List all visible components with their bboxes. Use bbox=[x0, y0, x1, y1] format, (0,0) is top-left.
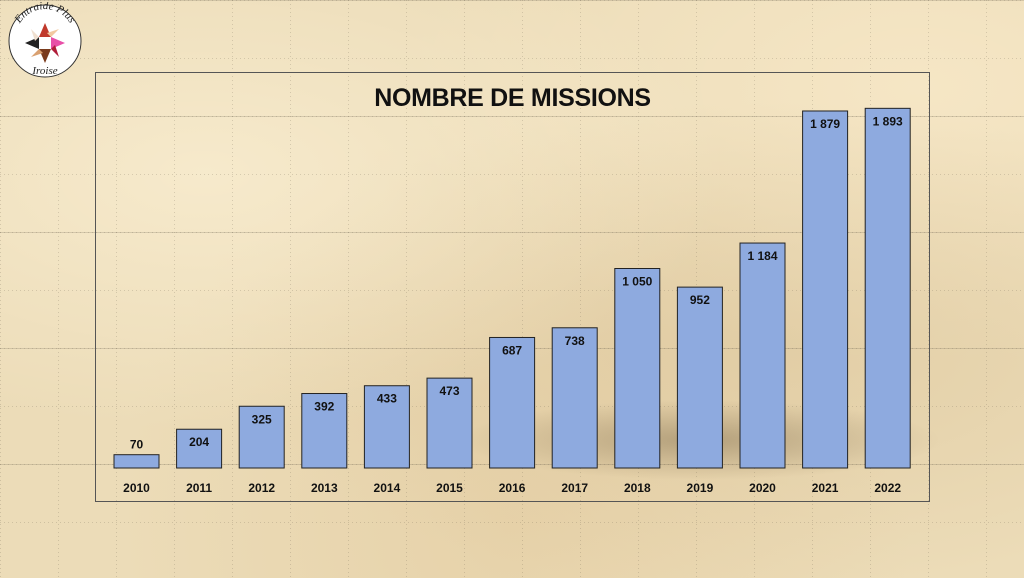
x-tick-2019: 2019 bbox=[687, 481, 714, 495]
value-label-2022: 1 893 bbox=[873, 114, 903, 128]
x-tick-2014: 2014 bbox=[374, 481, 401, 495]
x-tick-2021: 2021 bbox=[812, 481, 839, 495]
value-label-2012: 325 bbox=[252, 412, 272, 426]
x-tick-2013: 2013 bbox=[311, 481, 338, 495]
bar-2011 bbox=[176, 428, 223, 469]
value-label-2016: 687 bbox=[502, 343, 522, 357]
bar-2020 bbox=[739, 242, 786, 469]
x-tick-2017: 2017 bbox=[561, 481, 588, 495]
value-label-2019: 952 bbox=[690, 293, 710, 307]
value-label-2013: 392 bbox=[314, 400, 334, 414]
value-label-2011: 204 bbox=[189, 435, 209, 449]
x-tick-2010: 2010 bbox=[123, 481, 150, 495]
bar-2016 bbox=[489, 336, 536, 469]
bar-2012 bbox=[238, 405, 285, 469]
logo-text-bottom: Iroise bbox=[31, 65, 57, 77]
bar-2017 bbox=[551, 327, 598, 469]
bar-2019 bbox=[676, 286, 723, 469]
value-label-2015: 473 bbox=[439, 384, 459, 398]
bar-2014 bbox=[363, 385, 410, 469]
bar-2021 bbox=[802, 110, 849, 469]
value-label-2017: 738 bbox=[565, 334, 585, 348]
entraide-plus-logo: Entraide Plus Iroise bbox=[8, 2, 82, 78]
x-tick-2015: 2015 bbox=[436, 481, 463, 495]
value-label-2021: 1 879 bbox=[810, 117, 840, 131]
bar-2013 bbox=[301, 393, 348, 469]
chart-title: NOMBRE DE MISSIONS bbox=[374, 84, 651, 112]
value-label-2014: 433 bbox=[377, 392, 397, 406]
chart-frame bbox=[95, 72, 930, 502]
x-tick-2012: 2012 bbox=[248, 481, 275, 495]
x-tick-2011: 2011 bbox=[186, 481, 212, 495]
x-tick-2016: 2016 bbox=[499, 481, 526, 495]
x-tick-2018: 2018 bbox=[624, 481, 651, 495]
bar-2022 bbox=[864, 107, 911, 469]
x-tick-2020: 2020 bbox=[749, 481, 776, 495]
bar-2010 bbox=[113, 454, 160, 469]
value-label-2020: 1 184 bbox=[747, 249, 777, 263]
bar-2015 bbox=[426, 377, 473, 469]
value-label-2010: 70 bbox=[130, 438, 144, 452]
bar-2018 bbox=[614, 268, 661, 469]
value-label-2018: 1 050 bbox=[622, 275, 652, 289]
x-tick-2022: 2022 bbox=[874, 481, 901, 495]
